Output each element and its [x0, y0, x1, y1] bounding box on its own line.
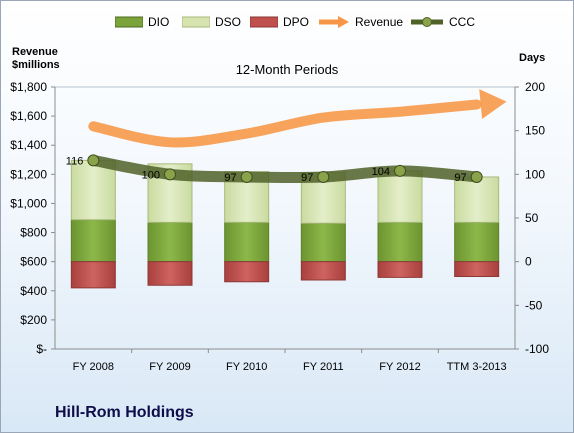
right-tick-label: 0: [525, 255, 532, 269]
bar-dpo: [300, 261, 346, 281]
right-axis-title: Days: [519, 52, 546, 64]
legend-label-dio: DIO: [148, 15, 170, 29]
category-label: TTM 3-2013: [447, 361, 507, 373]
left-axis-title-line1: Revenue: [12, 46, 58, 58]
ccc-data-label: 104: [372, 166, 390, 178]
ccc-data-label: 97: [224, 172, 236, 184]
legend-arrow-icon: [319, 16, 349, 28]
bar-dio: [70, 219, 116, 263]
left-tick-label: $1,200: [10, 167, 47, 181]
bar-dio: [454, 221, 500, 263]
bar-dpo: [224, 261, 270, 283]
legend-label-dpo: DPO: [283, 15, 310, 29]
right-tick-label: -50: [525, 298, 543, 312]
bar-dio: [147, 221, 193, 263]
category-label: FY 2008: [73, 361, 114, 373]
legend-item-ccc: CCC: [410, 13, 475, 31]
ccc-line: [87, 154, 483, 184]
right-tick-label: 200: [525, 80, 545, 94]
ccc-data-label: 97: [454, 172, 466, 184]
revenue-arrowhead: [479, 89, 507, 120]
right-tick-label: 100: [525, 167, 545, 181]
legend-line-marker-icon: [411, 17, 443, 27]
left-tick-label: $1,800: [10, 80, 47, 94]
company-name: Hill-Rom Holdings: [55, 404, 194, 421]
revenue-line: [88, 99, 482, 148]
legend-label-dso: DSO: [215, 15, 242, 29]
ccc-point: [470, 170, 483, 183]
bar-dso: [377, 170, 423, 223]
left-tick-label: $800: [20, 226, 47, 240]
left-tick-label: $-: [36, 342, 47, 356]
bar-dpo: [70, 261, 116, 289]
left-tick-label: $200: [20, 313, 47, 327]
left-tick-label: $600: [20, 255, 47, 269]
left-tick-label: $1,400: [10, 138, 47, 152]
ccc-point: [394, 164, 406, 177]
bar-dpo: [377, 261, 423, 278]
left-tick-label: $1,000: [10, 196, 47, 210]
bar-dpo: [147, 261, 193, 286]
legend-item-dio: DIO: [115, 13, 169, 31]
category-label: FY 2011: [303, 361, 344, 373]
right-tick-label: 50: [525, 211, 539, 225]
legend-item-dpo: DPO: [250, 13, 309, 31]
chart-subtitle: 12-Month Periods: [235, 62, 339, 77]
left-axis-title-line2: $millions: [12, 59, 60, 71]
category-label: FY 2010: [226, 361, 267, 373]
ccc-point: [87, 154, 100, 167]
legend-label-ccc: CCC: [449, 15, 475, 29]
legend-item-revenue: Revenue: [318, 13, 403, 31]
legend-swatch-dpo: [250, 16, 278, 28]
right-tick-label: 150: [525, 124, 545, 138]
legend-label-revenue: Revenue: [355, 15, 404, 29]
legend-swatch-dio: [115, 16, 143, 28]
bar-dso: [70, 159, 116, 221]
ccc-point: [317, 170, 330, 183]
ccc-data-label: 116: [66, 155, 84, 167]
legend: DIO DSO DPO Revenue CCC: [0, 13, 574, 31]
ccc-data-label: 97: [301, 172, 313, 184]
category-label: FY 2009: [149, 361, 190, 373]
bar-dio: [224, 221, 270, 263]
bar-dpo: [454, 261, 500, 278]
ccc-point: [164, 168, 176, 181]
ccc-data-label: 100: [142, 169, 160, 181]
ccc-point: [240, 170, 253, 183]
right-tick-label: -100: [525, 342, 549, 356]
legend-swatch-dso: [182, 16, 210, 28]
left-axis-title: Revenue $millions: [12, 46, 60, 72]
legend-item-dso: DSO: [182, 13, 241, 31]
category-label: FY 2012: [379, 361, 420, 373]
bar-dso: [454, 176, 500, 223]
bar-dio: [300, 222, 346, 263]
bar-dio: [377, 221, 423, 263]
left-tick-label: $1,600: [10, 109, 47, 123]
left-tick-label: $400: [20, 284, 47, 298]
